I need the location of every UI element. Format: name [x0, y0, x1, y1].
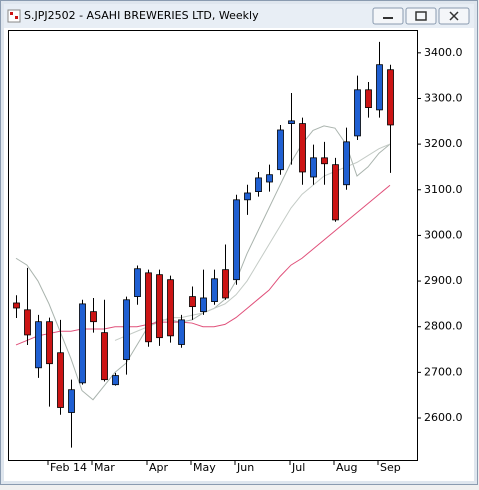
candle-body: [365, 89, 372, 109]
candle-body: [46, 321, 53, 365]
candle-body: [310, 157, 317, 178]
candle-body: [255, 177, 262, 192]
candle-body: [79, 303, 86, 384]
candle-body: [211, 278, 218, 303]
candle-body: [123, 299, 130, 360]
y-tick-label: 3000.0: [424, 228, 463, 241]
candle-body: [321, 157, 328, 165]
candle-body: [376, 64, 383, 111]
y-tick-label: 2800.0: [424, 320, 463, 333]
plot: 2600.0 2700.0 2800.0 2900.0 3000.0 3100.0 3200…: [13, 41, 463, 474]
candle-body: [332, 164, 339, 221]
candle-body: [13, 302, 20, 309]
window-title: S.JPJ2502 - ASAHI BREWERIES LTD, Weekly: [24, 9, 259, 22]
y-tick-label: 3400.0: [424, 46, 463, 59]
x-tick-label: Jul: [291, 461, 305, 474]
candle-body: [178, 319, 185, 345]
y-tick-label: 2600.0: [424, 411, 463, 424]
y-tick-label: 2900.0: [424, 274, 463, 287]
candle-body: [24, 309, 31, 336]
candle-body: [189, 296, 196, 308]
plot-area: [8, 30, 418, 461]
candle-body: [167, 279, 174, 337]
candle-body: [57, 352, 64, 408]
x-tick-label: Feb 14: [50, 461, 87, 474]
candle-body: [277, 129, 284, 171]
x-tick-label: Mar: [94, 461, 115, 474]
moving-average-line: [15, 184, 391, 346]
x-tick-label: Sep: [380, 461, 401, 474]
candle-body: [387, 69, 394, 126]
minimize-button[interactable]: [372, 7, 404, 25]
x-tick-label: Aug: [336, 461, 357, 474]
y-tick-label: 3100.0: [424, 183, 463, 196]
candle-body: [343, 141, 350, 186]
candle-body: [222, 269, 229, 299]
candle-body: [299, 123, 306, 173]
candle-body: [90, 311, 97, 323]
maximize-button[interactable]: [405, 7, 437, 25]
candle-body: [101, 332, 108, 381]
candle-body: [244, 192, 251, 201]
candle-body: [156, 274, 163, 339]
x-tick-label: Apr: [149, 461, 169, 474]
candle-body: [145, 272, 152, 343]
candle-body: [200, 297, 207, 313]
candle-body: [354, 89, 361, 137]
candle-body: [288, 120, 295, 124]
x-tick-label: May: [193, 461, 216, 474]
x-tick-label: Jun: [236, 461, 254, 474]
candle-body: [68, 389, 75, 413]
candle-body: [134, 268, 141, 297]
y-tick-label: 3200.0: [424, 137, 463, 150]
candle-body: [266, 174, 273, 183]
y-tick-label: 2700.0: [424, 365, 463, 378]
candle-body: [112, 375, 119, 386]
app-icon: [7, 9, 21, 23]
candle-body: [233, 199, 240, 281]
candle-body: [35, 321, 42, 369]
y-tick-label: 3300.0: [424, 91, 463, 104]
close-button[interactable]: [438, 7, 470, 25]
